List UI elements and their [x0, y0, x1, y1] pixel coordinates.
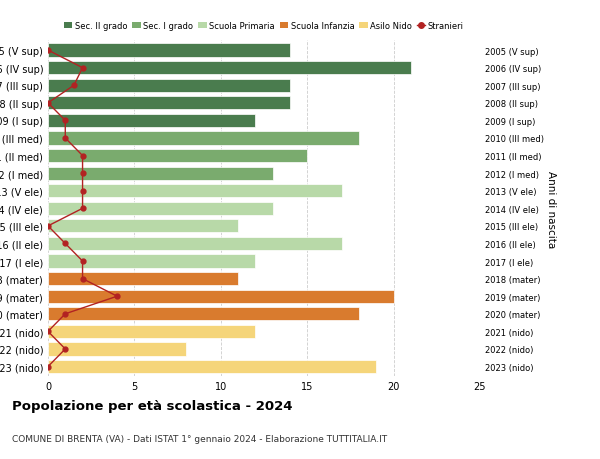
Bar	[48, 45, 290, 57]
Bar	[48, 220, 238, 233]
Bar	[48, 342, 186, 356]
Bar	[48, 325, 256, 338]
Bar	[48, 237, 342, 251]
Bar	[48, 115, 256, 128]
Bar	[48, 150, 307, 163]
Legend: Sec. II grado, Sec. I grado, Scuola Primaria, Scuola Infanzia, Asilo Nido, Stran: Sec. II grado, Sec. I grado, Scuola Prim…	[61, 18, 467, 34]
Bar	[48, 290, 394, 303]
Text: Popolazione per età scolastica - 2024: Popolazione per età scolastica - 2024	[12, 399, 293, 412]
Y-axis label: Anni di nascita: Anni di nascita	[545, 170, 556, 247]
Bar	[48, 273, 238, 285]
Bar	[48, 185, 342, 198]
Bar	[48, 132, 359, 145]
Text: COMUNE DI BRENTA (VA) - Dati ISTAT 1° gennaio 2024 - Elaborazione TUTTITALIA.IT: COMUNE DI BRENTA (VA) - Dati ISTAT 1° ge…	[12, 434, 387, 443]
Bar	[48, 97, 290, 110]
Bar	[48, 308, 359, 321]
Bar	[48, 79, 290, 93]
Bar	[48, 167, 272, 180]
Bar	[48, 360, 376, 373]
Bar	[48, 255, 256, 268]
Bar	[48, 62, 411, 75]
Bar	[48, 202, 272, 215]
